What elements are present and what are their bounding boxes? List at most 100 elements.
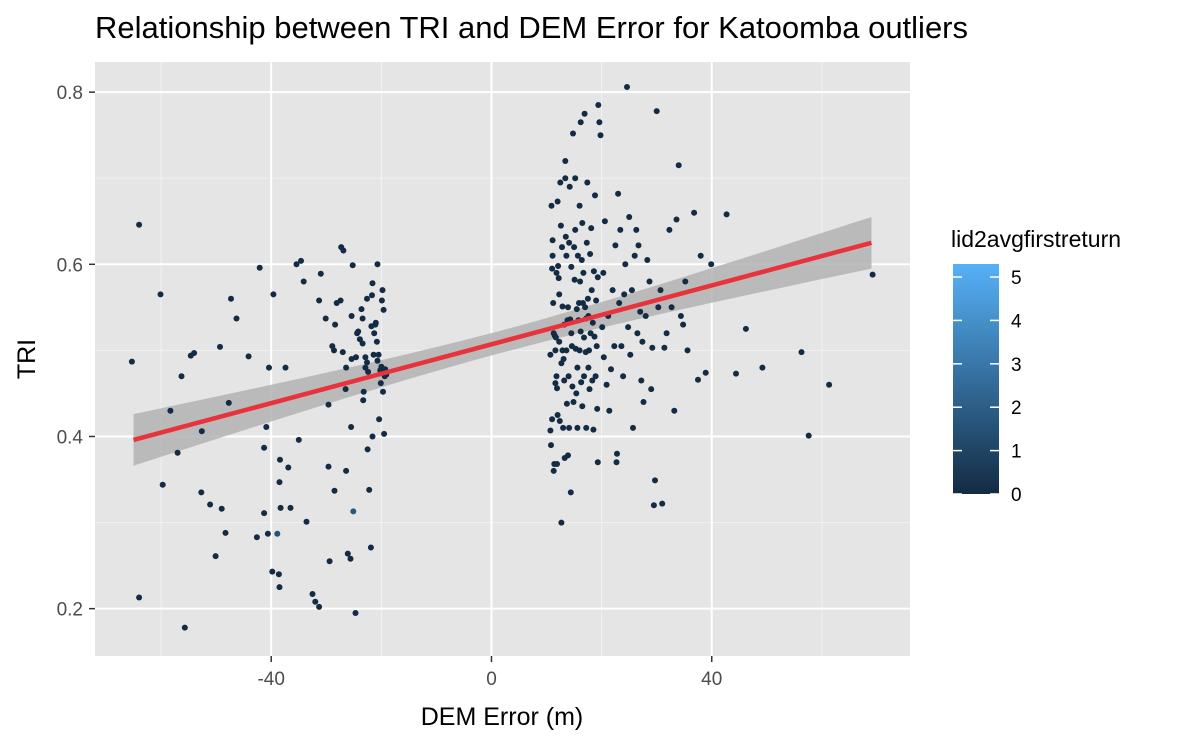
legend-tick-label-5: 5 <box>1011 268 1022 289</box>
data-points <box>128 84 876 631</box>
color-legend: lid2avgfirstreturn 0 1 2 3 4 5 <box>951 226 1121 506</box>
data-point-27 <box>264 530 271 537</box>
data-point-270 <box>650 502 657 509</box>
data-point-67 <box>347 555 354 562</box>
x-tick-label-1: 0 <box>486 669 497 690</box>
data-point-42 <box>298 257 304 264</box>
data-point-79 <box>359 340 366 347</box>
data-point-72 <box>350 508 357 515</box>
data-point-137 <box>555 263 562 269</box>
data-point-77 <box>356 336 363 343</box>
data-point-145 <box>558 519 565 526</box>
data-point-281 <box>673 216 680 223</box>
data-point-269 <box>649 344 656 351</box>
data-point-295 <box>759 364 766 371</box>
data-point-37 <box>282 364 289 371</box>
data-point-25 <box>261 510 268 517</box>
data-point-150 <box>560 356 567 362</box>
data-point-8 <box>181 624 188 631</box>
data-point-100 <box>374 357 381 364</box>
data-point-89 <box>366 486 373 493</box>
data-point-164 <box>566 239 573 246</box>
data-point-84 <box>362 364 369 371</box>
data-point-235 <box>603 381 610 388</box>
data-point-140 <box>556 338 563 345</box>
data-point-257 <box>631 252 638 259</box>
data-point-122 <box>549 237 556 244</box>
data-point-280 <box>671 407 678 414</box>
data-point-4 <box>159 481 166 488</box>
y-tick-label-0: 0.2 <box>57 600 83 621</box>
data-point-31 <box>274 530 281 537</box>
data-point-18 <box>225 399 232 406</box>
data-point-135 <box>554 198 561 205</box>
data-point-5 <box>167 407 174 414</box>
data-point-65 <box>343 364 350 371</box>
data-point-261 <box>637 308 644 315</box>
data-point-142 <box>557 179 564 186</box>
data-point-283 <box>677 313 684 319</box>
data-point-290 <box>702 369 709 376</box>
data-point-182 <box>574 364 581 371</box>
data-point-86 <box>364 359 370 366</box>
data-point-214 <box>588 225 595 232</box>
data-point-224 <box>593 343 600 350</box>
data-point-129 <box>552 380 559 387</box>
data-point-57 <box>332 321 339 328</box>
data-point-109 <box>380 388 386 395</box>
data-point-205 <box>583 239 590 246</box>
data-point-233 <box>600 354 607 361</box>
data-point-253 <box>626 214 633 220</box>
data-point-63 <box>342 386 349 393</box>
x-tick-label-2: 40 <box>701 669 722 690</box>
data-point-52 <box>325 463 332 470</box>
data-point-225 <box>594 405 601 412</box>
data-point-296 <box>798 349 805 356</box>
data-point-45 <box>309 591 316 597</box>
data-point-125 <box>550 467 557 474</box>
data-point-16 <box>218 505 225 512</box>
data-point-78 <box>358 306 365 313</box>
data-point-206 <box>584 179 591 186</box>
data-point-34 <box>277 456 283 463</box>
data-point-284 <box>680 321 687 328</box>
chart-title: Relationship between TRI and DEM Error f… <box>95 10 968 45</box>
data-point-107 <box>378 297 385 304</box>
data-point-265 <box>642 313 649 319</box>
data-point-268 <box>648 386 655 393</box>
data-point-190 <box>577 119 584 126</box>
data-point-183 <box>574 424 581 431</box>
data-point-98 <box>372 319 379 326</box>
data-point-178 <box>572 226 579 233</box>
data-point-141 <box>556 418 563 424</box>
data-point-258 <box>633 226 640 233</box>
legend-ticks: 0 1 2 3 4 5 <box>953 268 1022 506</box>
data-point-231 <box>599 324 606 331</box>
data-point-35 <box>276 479 283 486</box>
data-point-215 <box>588 287 595 294</box>
data-point-155 <box>562 158 569 164</box>
data-point-218 <box>590 426 597 433</box>
data-point-244 <box>615 190 622 197</box>
data-point-195 <box>579 403 586 410</box>
data-point-165 <box>566 424 573 431</box>
data-point-62 <box>340 247 347 254</box>
y-tick-label-2: 0.6 <box>57 255 83 276</box>
data-point-193 <box>578 257 585 263</box>
data-point-48 <box>316 603 323 610</box>
data-point-7 <box>178 373 185 380</box>
data-point-157 <box>563 252 570 259</box>
data-point-50 <box>322 315 329 322</box>
data-point-103 <box>376 416 383 423</box>
data-point-15 <box>217 343 223 350</box>
data-point-237 <box>606 407 613 414</box>
data-point-263 <box>639 338 646 345</box>
data-point-2 <box>136 221 143 228</box>
data-point-271 <box>652 477 658 484</box>
data-point-241 <box>612 242 619 249</box>
data-point-211 <box>586 386 593 393</box>
data-point-1 <box>136 594 143 601</box>
x-tick-label-0: -40 <box>257 669 284 690</box>
data-point-172 <box>569 383 576 390</box>
data-point-266 <box>644 257 651 263</box>
